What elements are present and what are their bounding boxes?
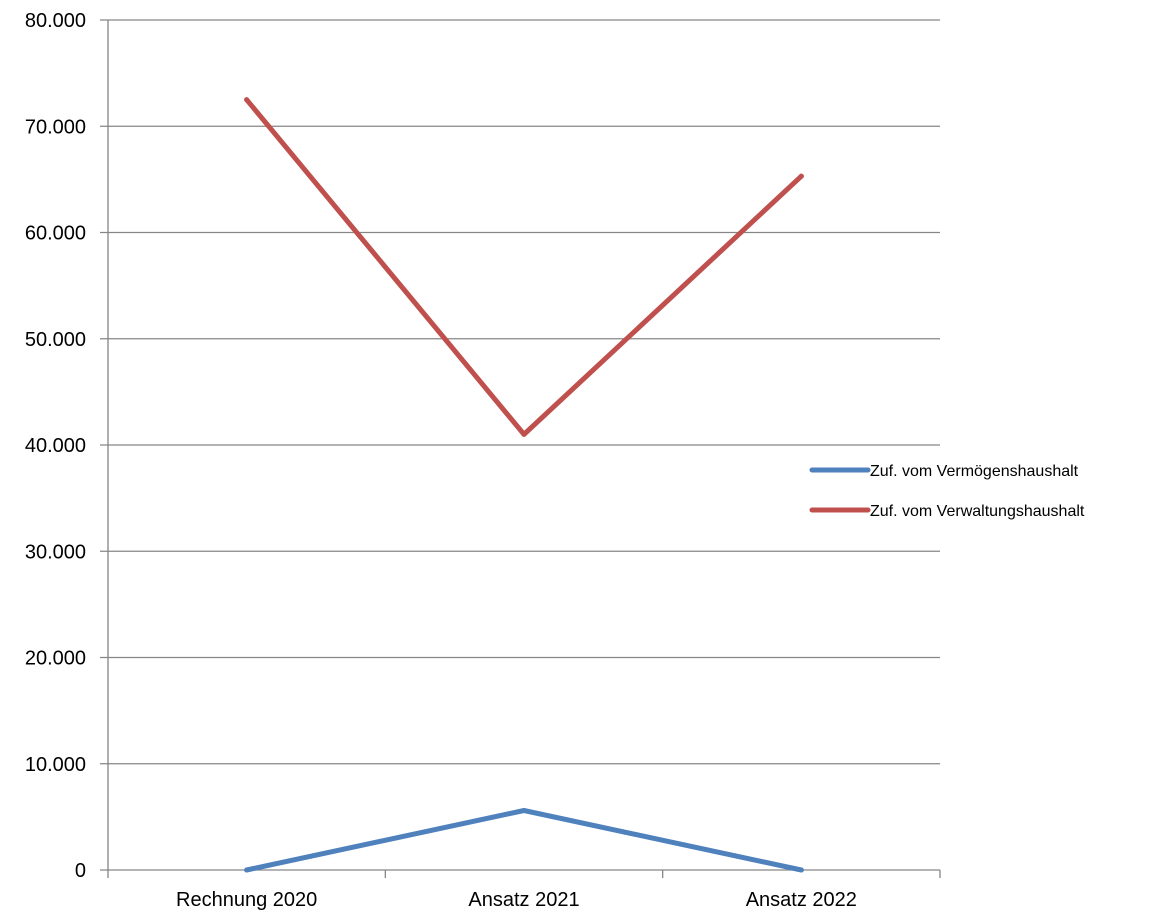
y-tick-label: 70.000 [25, 116, 86, 138]
y-tick-label: 80.000 [25, 10, 86, 32]
data-point [521, 431, 527, 437]
y-axis-tick-labels: 0 10.000 20.000 30.000 40.000 50.000 60.000 70.… [25, 10, 86, 882]
x-tick-label: Rechnung 2020 [176, 889, 317, 911]
x-tick-label: Ansatz 2022 [746, 889, 857, 911]
y-tick-label: 30.000 [25, 541, 86, 563]
y-tick-label: 50.000 [25, 329, 86, 351]
legend: Zuf. vom Vermögenshaushalt Zuf. vom Verwa… [809, 463, 1085, 520]
y-tick-label: 0 [75, 860, 86, 882]
axes [107, 20, 941, 878]
series-lines [244, 97, 804, 873]
y-tick-label: 20.000 [25, 648, 86, 670]
series-line-2 [244, 97, 804, 437]
data-point [244, 867, 250, 873]
series-line-1 [244, 808, 804, 873]
legend-label: Zuf. vom Verwaltungshaushalt [870, 503, 1085, 520]
data-point [521, 808, 527, 813]
x-tick-label: Ansatz 2021 [468, 889, 579, 911]
x-axis-tick-labels: Rechnung 2020 Ansatz 2021 Ansatz 2022 [176, 889, 857, 911]
y-tick-label: 60.000 [25, 223, 86, 245]
y-tick-label: 40.000 [25, 435, 86, 457]
legend-label: Zuf. vom Vermögenshaushalt [870, 463, 1079, 480]
gridlines [100, 19, 940, 871]
y-tick-label: 10.000 [25, 754, 86, 776]
data-point [798, 173, 804, 179]
data-point [798, 867, 804, 873]
data-point [244, 97, 250, 103]
